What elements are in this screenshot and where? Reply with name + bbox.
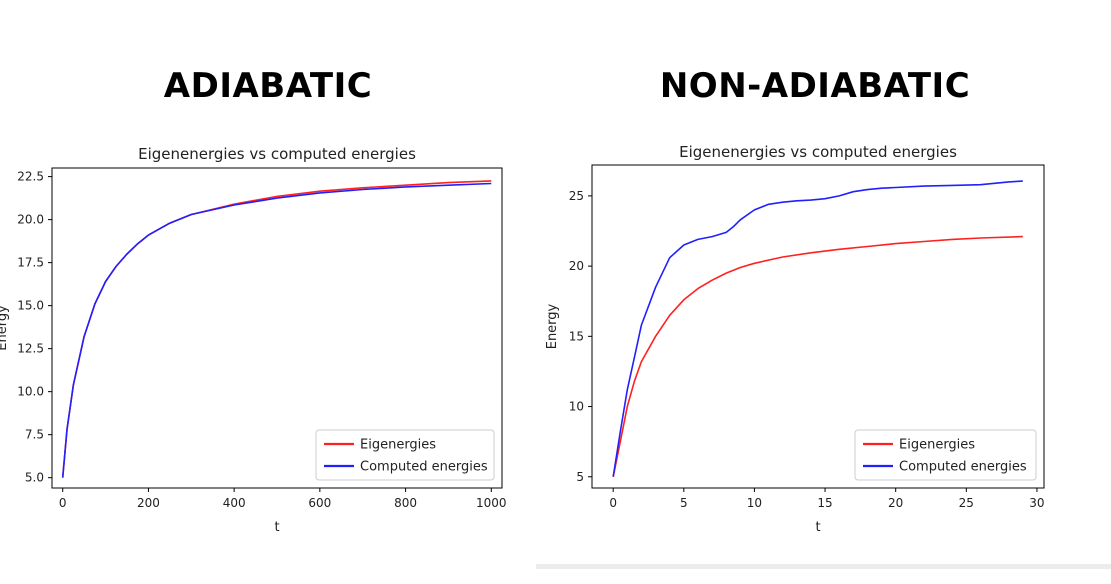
x-tick-label: 400 <box>223 496 246 510</box>
chart-2: Eigenenergies vs computed energies 0 5 10 15… <box>545 143 1045 535</box>
y-tick-label: 20 <box>569 259 584 273</box>
y-tick-label: 7.5 <box>25 428 44 442</box>
y-tick-label: 10.0 <box>17 385 44 399</box>
x-axis-label: t <box>815 520 820 535</box>
series-line-eigenergies <box>612 235 1023 477</box>
x-tick-label: 800 <box>394 496 417 510</box>
x-tick-label: 30 <box>1029 496 1044 510</box>
heading-adiabatic: ADIABATIC <box>163 66 373 106</box>
y-tick-label: 17.5 <box>17 256 44 270</box>
legend-box <box>854 429 1037 481</box>
legend: Eigenergies Computed energies <box>854 429 1037 481</box>
y-tick-label: 15.0 <box>17 299 44 313</box>
y-tick-label: 15 <box>569 329 584 343</box>
y-axis-label: Energy <box>0 305 10 351</box>
y-tick-label: 20.0 <box>17 213 44 227</box>
legend-label-computed-energies: Computed energies <box>899 460 1027 475</box>
x-tick-label: 0 <box>59 496 67 510</box>
chart-1: Eigenenergies vs computed energies 0 200 40… <box>0 145 507 535</box>
y-tick-label: 5.0 <box>25 471 44 485</box>
x-tick-label: 25 <box>959 496 974 510</box>
x-tick-label: 10 <box>747 496 762 510</box>
y-axis-label: Energy <box>545 303 560 349</box>
x-tick-label: 20 <box>888 496 903 510</box>
legend-label-eigenergies: Eigenergies <box>360 438 436 453</box>
legend-label-computed-energies: Computed energies <box>360 460 488 475</box>
y-tick-label: 5 <box>576 470 584 484</box>
series-line-computed-energies <box>612 180 1023 477</box>
x-tick-label: 5 <box>680 496 688 510</box>
chart-title: Eigenenergies vs computed energies <box>138 145 416 163</box>
x-tick-label: 200 <box>137 496 160 510</box>
plot-frame <box>591 164 1045 489</box>
divider <box>536 564 1111 569</box>
x-axis-label: t <box>274 520 279 535</box>
y-tick-label: 12.5 <box>17 342 44 356</box>
x-tick-label: 15 <box>817 496 832 510</box>
legend-label-eigenergies: Eigenergies <box>899 438 975 453</box>
x-tick-label: 600 <box>308 496 331 510</box>
y-tick-label: 10 <box>569 400 584 414</box>
legend-box <box>315 429 495 481</box>
plot-frame <box>51 167 503 489</box>
y-tick-label: 22.5 <box>17 170 44 184</box>
series-line-computed-energies <box>61 182 492 478</box>
x-tick-label: 1000 <box>476 496 507 510</box>
heading-non-adiabatic: NON-ADIABATIC <box>659 66 971 106</box>
chart-title: Eigenenergies vs computed energies <box>679 143 957 161</box>
x-tick-label: 0 <box>609 496 617 510</box>
legend: Eigenergies Computed energies <box>315 429 495 481</box>
y-tick-label: 25 <box>569 189 584 203</box>
